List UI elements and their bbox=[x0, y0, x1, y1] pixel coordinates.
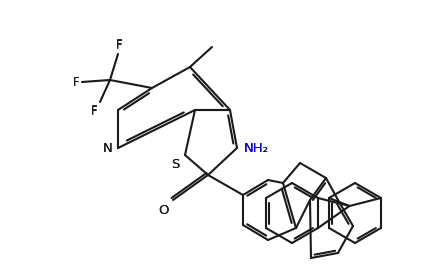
Text: F: F bbox=[72, 76, 79, 89]
Text: F: F bbox=[91, 104, 98, 117]
Text: NH₂: NH₂ bbox=[244, 142, 269, 155]
Text: F: F bbox=[116, 39, 123, 52]
Text: N: N bbox=[103, 142, 113, 155]
Text: NH₂: NH₂ bbox=[244, 142, 269, 155]
Text: N: N bbox=[103, 142, 113, 155]
Text: S: S bbox=[172, 158, 180, 171]
Text: S: S bbox=[171, 158, 179, 171]
Text: O: O bbox=[158, 204, 169, 217]
Text: F: F bbox=[72, 76, 79, 89]
Text: O: O bbox=[158, 204, 169, 217]
Text: F: F bbox=[91, 105, 98, 118]
Text: F: F bbox=[116, 38, 123, 51]
